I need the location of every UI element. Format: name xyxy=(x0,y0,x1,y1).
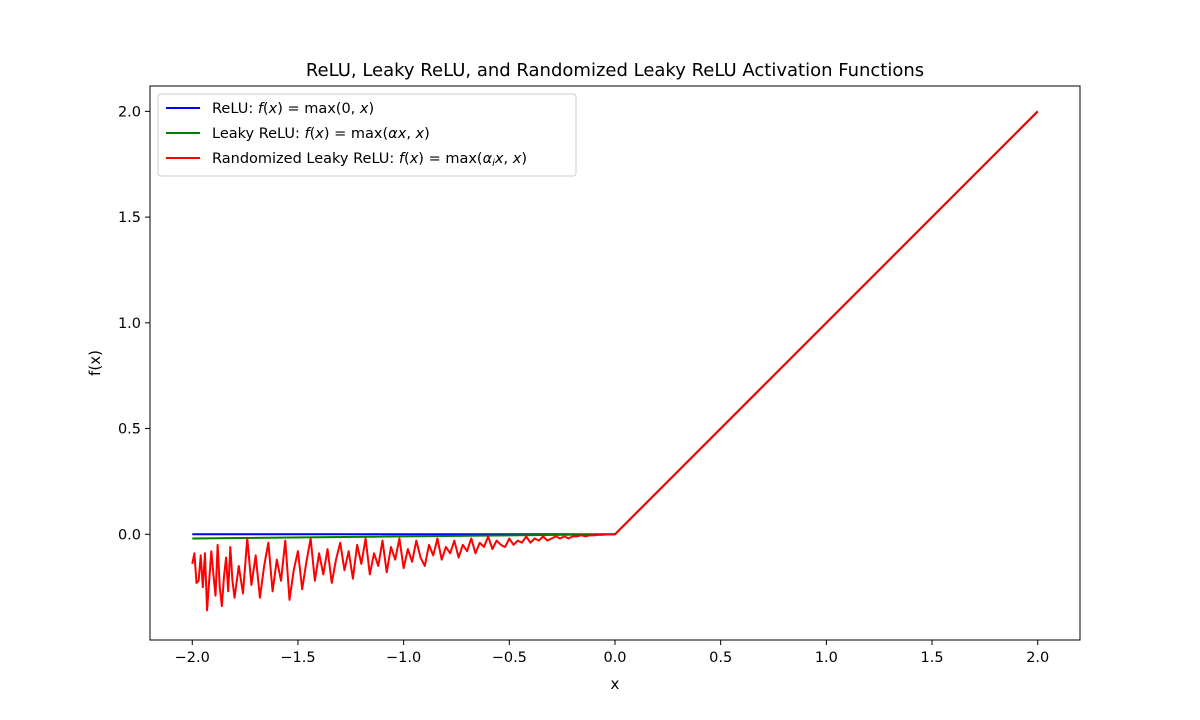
plot-area xyxy=(149,85,1081,641)
series-layer xyxy=(191,110,1039,612)
legend-label-relu: ReLU: f(x) = max(0, x) xyxy=(212,101,374,117)
chart-title: ReLU, Leaky ReLU, and Randomized Leaky R… xyxy=(306,60,924,81)
x-tick-label: 1.5 xyxy=(921,650,944,666)
y-axis: 0.0 0.5 1.0 1.5 2.0 xyxy=(118,104,150,543)
y-axis-title: f(x) xyxy=(86,350,104,376)
x-tick-label: 0.5 xyxy=(709,650,732,666)
x-tick-label: −2.0 xyxy=(175,650,210,666)
series-line-randomized-leaky-relu xyxy=(191,110,1039,612)
y-tick-label: 1.5 xyxy=(118,210,141,226)
x-tick-label: 2.0 xyxy=(1026,650,1049,666)
x-axis-title: x xyxy=(611,675,620,693)
x-tick-label: 0.0 xyxy=(603,650,626,666)
x-tick-label: −1.5 xyxy=(280,650,315,666)
y-tick-label: 2.0 xyxy=(118,104,141,120)
y-tick-label: 0.5 xyxy=(118,422,141,438)
legend-label-leaky-relu: Leaky ReLU: f(x) = max(αx, x) xyxy=(212,126,430,142)
legend-box xyxy=(157,93,577,177)
x-tick-label: −0.5 xyxy=(492,650,527,666)
y-tick-label: 1.0 xyxy=(118,316,141,332)
x-tick-label: −1.0 xyxy=(386,650,421,666)
y-tick-label: 0.0 xyxy=(118,527,141,543)
legend-label-randomized-leaky-relu: Randomized Leaky ReLU: f(x) = max(αix, x… xyxy=(212,151,527,169)
x-axis: −2.0 −1.5 −1.0 −0.5 0.0 0.5 1.0 1.5 2.0 xyxy=(175,640,1049,666)
x-tick-label: 1.0 xyxy=(815,650,838,666)
legend: ReLU: f(x) = max(0, x) Leaky ReLU: f(x) … xyxy=(157,93,577,177)
